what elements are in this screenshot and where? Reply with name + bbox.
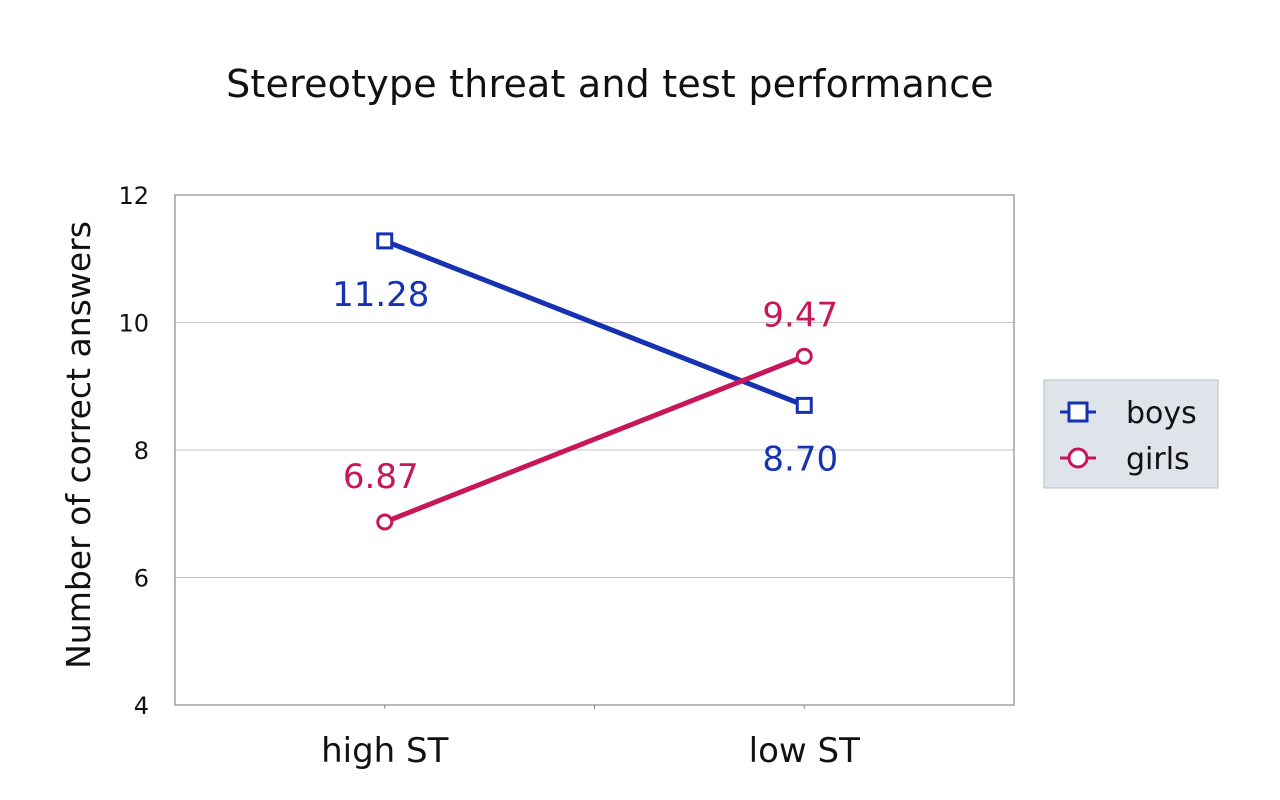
y-tick-label: 10 <box>118 310 149 338</box>
point-girls <box>376 513 394 531</box>
y-tick-label: 6 <box>134 565 149 593</box>
legend-box <box>1043 379 1219 489</box>
x-category-label: low ST <box>749 731 860 771</box>
y-tick-label: 12 <box>118 182 149 210</box>
data-label-girls: 9.47 <box>762 295 838 335</box>
y-tick-label: 8 <box>134 437 149 465</box>
legend-marker-girls <box>1067 447 1089 469</box>
point-boys <box>795 396 813 414</box>
data-label-boys: 11.28 <box>332 275 429 315</box>
point-boys <box>376 232 394 250</box>
legend-label-boys: boys <box>1126 396 1197 431</box>
x-axis-ticks: high ST low ST <box>321 705 860 771</box>
y-tick-label: 4 <box>134 692 149 720</box>
y-axis-ticks: 4 6 8 10 12 <box>118 182 149 720</box>
point-girls <box>795 347 813 365</box>
series-layer <box>376 232 813 531</box>
data-label-girls: 6.87 <box>343 457 419 497</box>
chart-title: Stereotype threat and test performance <box>226 62 994 106</box>
legend-marker-boys <box>1067 401 1089 423</box>
data-label-boys: 8.70 <box>762 439 838 479</box>
series-line-boys <box>383 238 806 408</box>
y-axis-title: Number of correct answers <box>59 221 98 669</box>
legend-label-girls: girls <box>1126 442 1190 477</box>
gridlines <box>175 322 1014 578</box>
legend: boys girls <box>1043 379 1219 489</box>
x-category-label: high ST <box>321 731 449 771</box>
data-labels: 11.28 8.70 6.87 9.47 <box>332 275 838 497</box>
series-line-girls <box>383 353 806 525</box>
